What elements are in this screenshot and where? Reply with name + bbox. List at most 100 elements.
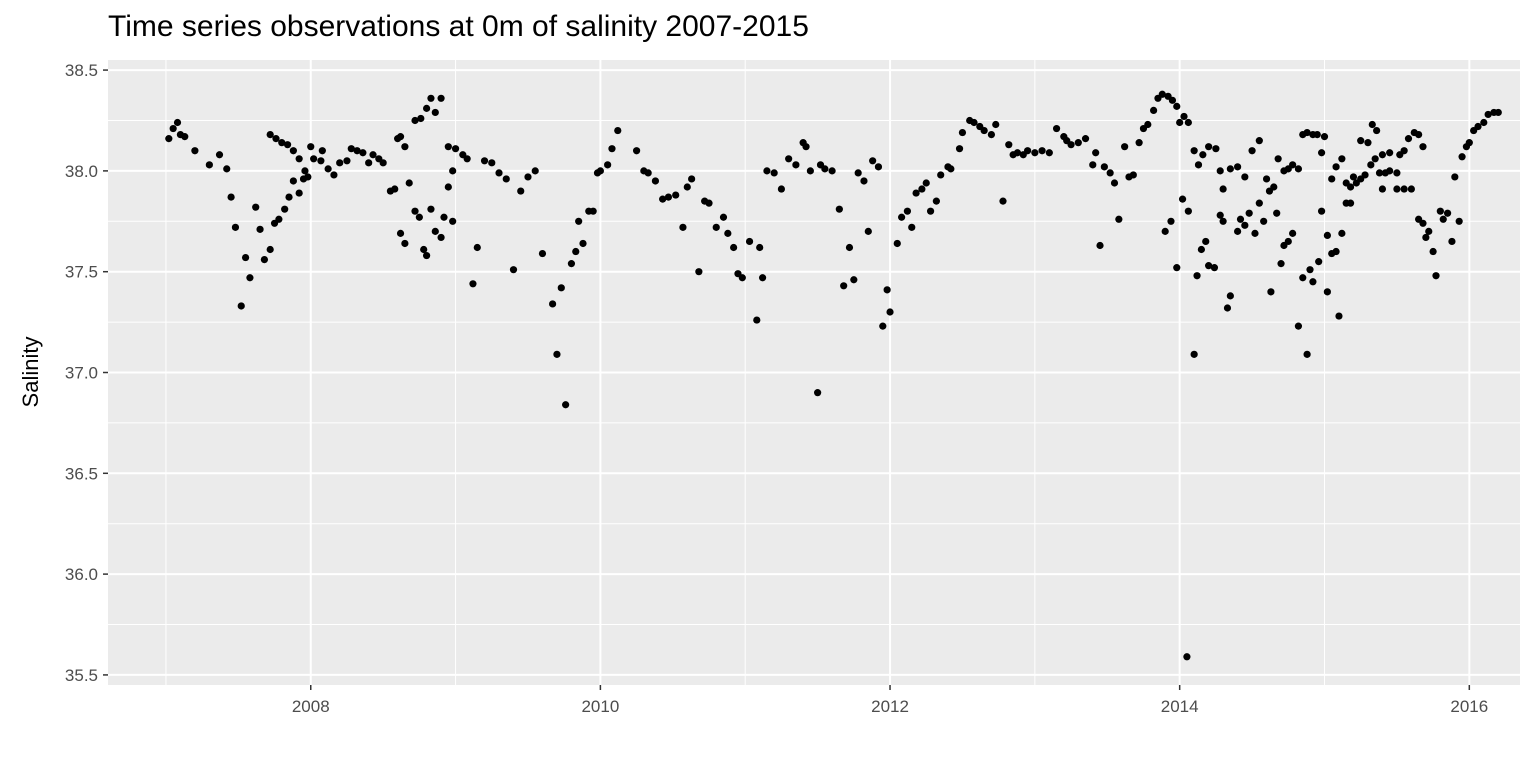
data-point [918, 185, 926, 193]
data-point [1038, 147, 1046, 155]
data-point [958, 128, 967, 137]
data-point [1226, 165, 1234, 173]
data-point [488, 159, 496, 167]
data-point [365, 159, 373, 167]
data-point [420, 245, 428, 254]
data-point [864, 227, 872, 235]
data-point [437, 94, 445, 102]
data-point [509, 266, 518, 274]
data-point [215, 151, 224, 159]
data-point [1081, 135, 1090, 143]
data-point [814, 389, 822, 397]
data-point [427, 94, 435, 102]
y-tick-label: 37.0 [65, 364, 98, 383]
data-point [1277, 260, 1285, 268]
data-point [517, 187, 525, 195]
data-point [1115, 215, 1123, 223]
data-point [679, 223, 687, 231]
data-point [275, 215, 283, 223]
data-point [469, 280, 477, 288]
data-point [854, 169, 862, 177]
data-point [644, 169, 652, 177]
data-point [777, 185, 786, 193]
data-point [343, 157, 351, 165]
data-point [1346, 199, 1355, 207]
data-point [1393, 185, 1401, 193]
data-point [1364, 139, 1372, 147]
data-point [495, 169, 503, 177]
data-point [987, 130, 996, 139]
data-point [1400, 147, 1408, 155]
data-point [562, 401, 570, 409]
data-point [1236, 215, 1245, 223]
data-point [1245, 209, 1253, 217]
data-point [802, 143, 810, 151]
data-point [444, 143, 452, 151]
data-point [1419, 219, 1427, 227]
data-point [1407, 185, 1415, 193]
data-point [449, 217, 457, 225]
data-point [1173, 102, 1181, 110]
data-point [1178, 195, 1187, 203]
data-point [444, 183, 452, 191]
data-point [567, 260, 576, 268]
data-point [1193, 272, 1201, 280]
data-point [840, 282, 848, 290]
data-point [252, 203, 260, 211]
data-point [1338, 229, 1346, 237]
data-point [1323, 231, 1331, 240]
data-point [401, 239, 409, 248]
data-point [524, 173, 532, 181]
data-point [614, 126, 622, 135]
data-point [281, 205, 289, 213]
data-point [738, 274, 746, 282]
data-point [1129, 171, 1137, 179]
data-point [806, 167, 814, 175]
data-point [396, 133, 405, 141]
data-point [821, 165, 829, 173]
data-point [604, 161, 612, 169]
data-point [908, 223, 916, 231]
data-point [1255, 199, 1263, 207]
data-point [318, 147, 326, 155]
data-point [1375, 169, 1384, 177]
data-point [359, 149, 367, 157]
data-point [695, 268, 703, 276]
data-point [295, 189, 303, 197]
data-point [1184, 207, 1192, 215]
data-point [181, 133, 189, 141]
data-point [1251, 229, 1259, 237]
data-point [1274, 155, 1282, 163]
data-point [1241, 221, 1249, 229]
data-point [1451, 173, 1459, 181]
data-point [1306, 266, 1314, 274]
data-point [1323, 288, 1331, 296]
data-point [1439, 215, 1447, 223]
data-point [1332, 247, 1340, 256]
data-point [1205, 262, 1213, 270]
data-point [1303, 350, 1311, 358]
data-point [1176, 118, 1184, 127]
data-point [1349, 173, 1358, 181]
data-point [879, 322, 887, 330]
data-point [893, 239, 901, 248]
data-point [659, 195, 667, 203]
data-point [1357, 137, 1365, 145]
data-point [336, 159, 344, 167]
data-point [423, 104, 431, 112]
x-tick-label: 2012 [871, 697, 909, 716]
data-point [1216, 167, 1224, 175]
data-point [1273, 209, 1281, 217]
data-point [1184, 118, 1192, 127]
data-point [1404, 135, 1413, 143]
data-point [932, 197, 940, 205]
data-point [1210, 264, 1219, 272]
data-point [411, 116, 419, 125]
data-point [278, 139, 286, 147]
data-point [1361, 171, 1369, 179]
data-point [672, 191, 680, 199]
data-point [1346, 183, 1355, 191]
data-point [283, 141, 292, 149]
data-point [1474, 122, 1482, 131]
data-point [730, 243, 738, 252]
